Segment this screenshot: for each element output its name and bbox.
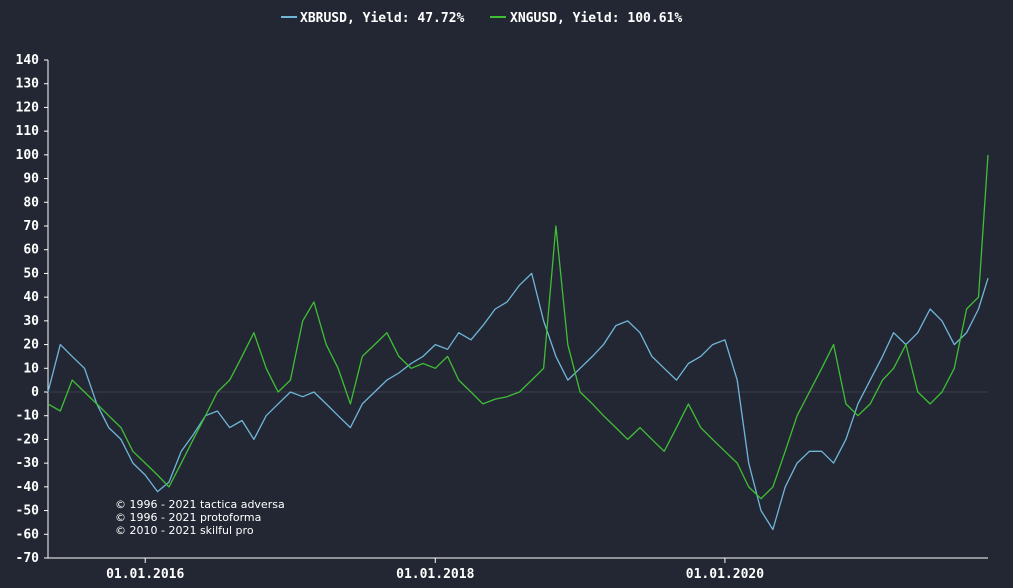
y-tick-label: -60 (16, 527, 40, 542)
y-tick-label: 100 (16, 148, 40, 163)
y-tick-label: 110 (16, 124, 40, 139)
y-tick-label: 30 (23, 314, 39, 329)
y-tick-label: -10 (16, 409, 40, 424)
series-group (47, 154, 989, 531)
y-tick-label: 140 (16, 53, 40, 68)
y-tick-label: 20 (23, 338, 39, 353)
y-tick-label: 0 (31, 385, 39, 400)
copyright-notice: © 1996 - 2021 tactica adversa © 1996 - 2… (115, 498, 285, 537)
series-line-xngusd (47, 154, 989, 500)
copyright-line-1: © 1996 - 2021 tactica adversa (115, 498, 285, 511)
y-tick-label: 120 (16, 100, 40, 115)
y-tick-label: 130 (16, 77, 40, 92)
legend-label-xngusd: XNGUSD, Yield: 100.61% (510, 11, 682, 26)
y-axis: -70 -60 -50 -40 -30 -20 -10 0 10 20 30 40 50 60 70 80 90… (16, 53, 49, 566)
legend-label-xbrusd: XBRUSD, Yield: 47.72% (300, 11, 465, 26)
y-tick-label: 60 (23, 243, 39, 258)
y-tick-label: 70 (23, 219, 39, 234)
y-tick-label: -40 (16, 480, 40, 495)
series-line-xbrusd (47, 272, 989, 531)
x-tick-label: 01.01.2016 (106, 567, 184, 582)
x-tick-label: 01.01.2018 (396, 567, 474, 582)
y-tick-label: 50 (23, 266, 39, 281)
y-tick-label: -20 (16, 432, 40, 447)
y-tick-label: 90 (23, 172, 39, 187)
y-tick-label: 80 (23, 195, 39, 210)
legend: XBRUSD, Yield: 47.72% XNGUSD, Yield: 100… (281, 11, 682, 26)
copyright-line-2: © 1996 - 2021 protoforma (115, 511, 261, 524)
y-tick-label: -30 (16, 456, 40, 471)
x-axis: 01.01.2016 01.01.2018 01.01.2020 (48, 557, 988, 582)
y-tick-label: -50 (16, 504, 40, 519)
y-tick-label: 40 (23, 290, 39, 305)
x-tick-label: 01.01.2020 (686, 567, 764, 582)
y-tick-label: -70 (16, 551, 40, 566)
y-tick-label: 10 (23, 361, 39, 376)
copyright-line-3: © 2010 - 2021 skilful pro (115, 524, 254, 537)
